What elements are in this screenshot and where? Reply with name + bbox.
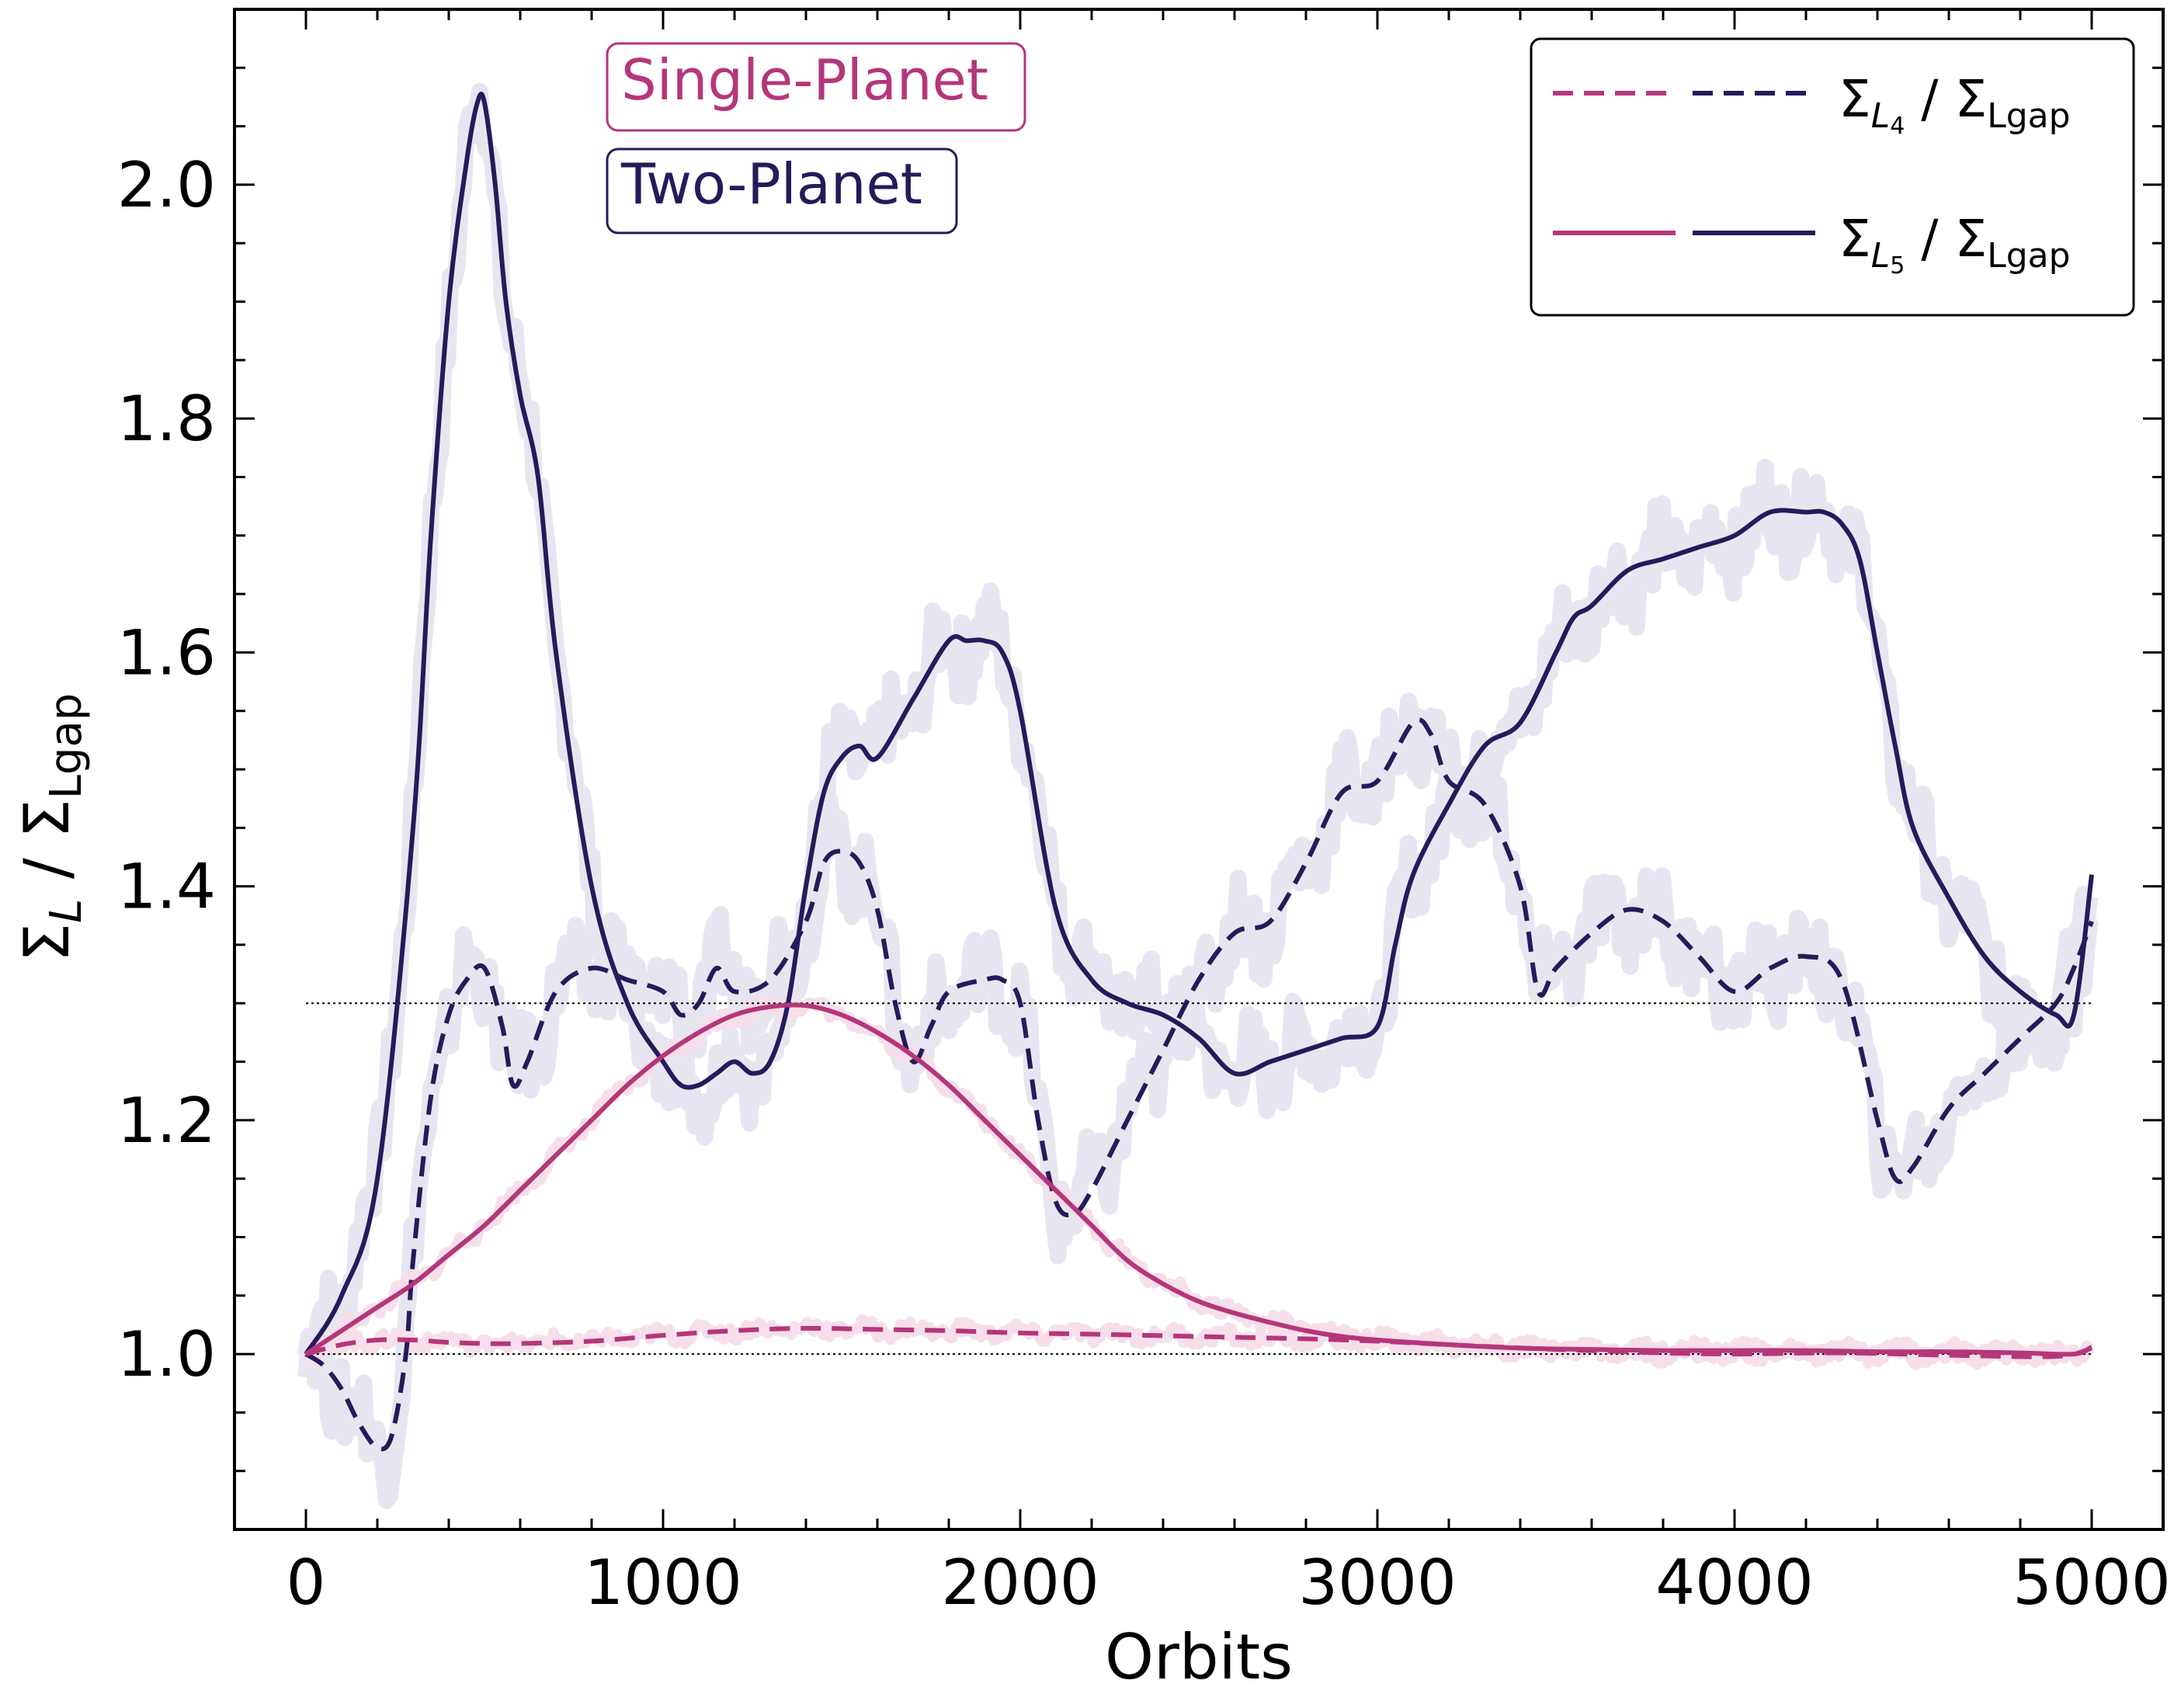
- x-axis-ticks: 0 1000 2000 3000 4000 5000: [287, 9, 2171, 1619]
- noise-band-1: [297, 693, 2099, 1509]
- series-line-two-planet-l4: [304, 717, 2094, 1452]
- x-axis-title: Orbits: [1105, 1621, 1293, 1693]
- y-tick-label-1.8: 1.8: [117, 383, 216, 455]
- svg-text:ΣL / ΣLgap: ΣL / ΣLgap: [11, 693, 92, 963]
- series-line-single-planet-l4: [305, 1325, 2092, 1359]
- y-tick-label-1.6: 1.6: [117, 616, 216, 689]
- annotation-single-planet: Single-Planet: [606, 42, 1026, 132]
- ylabel-sub-1: L: [41, 899, 92, 923]
- ylabel-sub-2: Lgap: [41, 693, 92, 800]
- y-axis-ticks: 1.0 1.2 1.4 1.6 1.8 2.0: [117, 8, 2163, 1473]
- y-tick-label-2.0: 2.0: [117, 149, 216, 221]
- legend-label-l4: ΣL4 / ΣLgap: [1839, 69, 2071, 140]
- reference-lines: [306, 1002, 2092, 1356]
- ylabel-slash: /: [11, 838, 83, 899]
- x-tick-label-3000: 3000: [1298, 1547, 1457, 1619]
- x-tick-label-1000: 1000: [584, 1547, 742, 1619]
- y-axis-title: ΣL / ΣLgap: [11, 693, 92, 963]
- ylabel-sigma-1: Σ: [11, 923, 83, 963]
- annotation-two-planet: Two-Planet: [606, 148, 958, 234]
- svg-text:Two-Planet: Two-Planet: [620, 151, 922, 217]
- legend: ΣL4 / ΣLgap ΣL5 / ΣLgap: [1530, 37, 2135, 317]
- legend-frame: [1530, 37, 2135, 317]
- x-tick-label-2000: 2000: [941, 1547, 1099, 1619]
- ylabel-sigma-2: Σ: [11, 799, 83, 838]
- svg-text:Single-Planet: Single-Planet: [621, 47, 988, 113]
- series-group: [304, 92, 2094, 1452]
- y-tick-label-1.0: 1.0: [117, 1318, 216, 1390]
- x-tick-label-4000: 4000: [1655, 1547, 1814, 1619]
- legend-label-l5: ΣL5 / ΣLgap: [1839, 209, 2071, 279]
- series-line-single-planet-l5: [304, 1002, 2093, 1357]
- series-line-two-planet-l5: [304, 92, 2094, 1356]
- y-tick-label-1.4: 1.4: [117, 851, 216, 923]
- y-tick-label-1.2: 1.2: [117, 1085, 216, 1157]
- x-tick-label-0: 0: [287, 1547, 326, 1619]
- x-tick-label-5000: 5000: [2013, 1547, 2171, 1619]
